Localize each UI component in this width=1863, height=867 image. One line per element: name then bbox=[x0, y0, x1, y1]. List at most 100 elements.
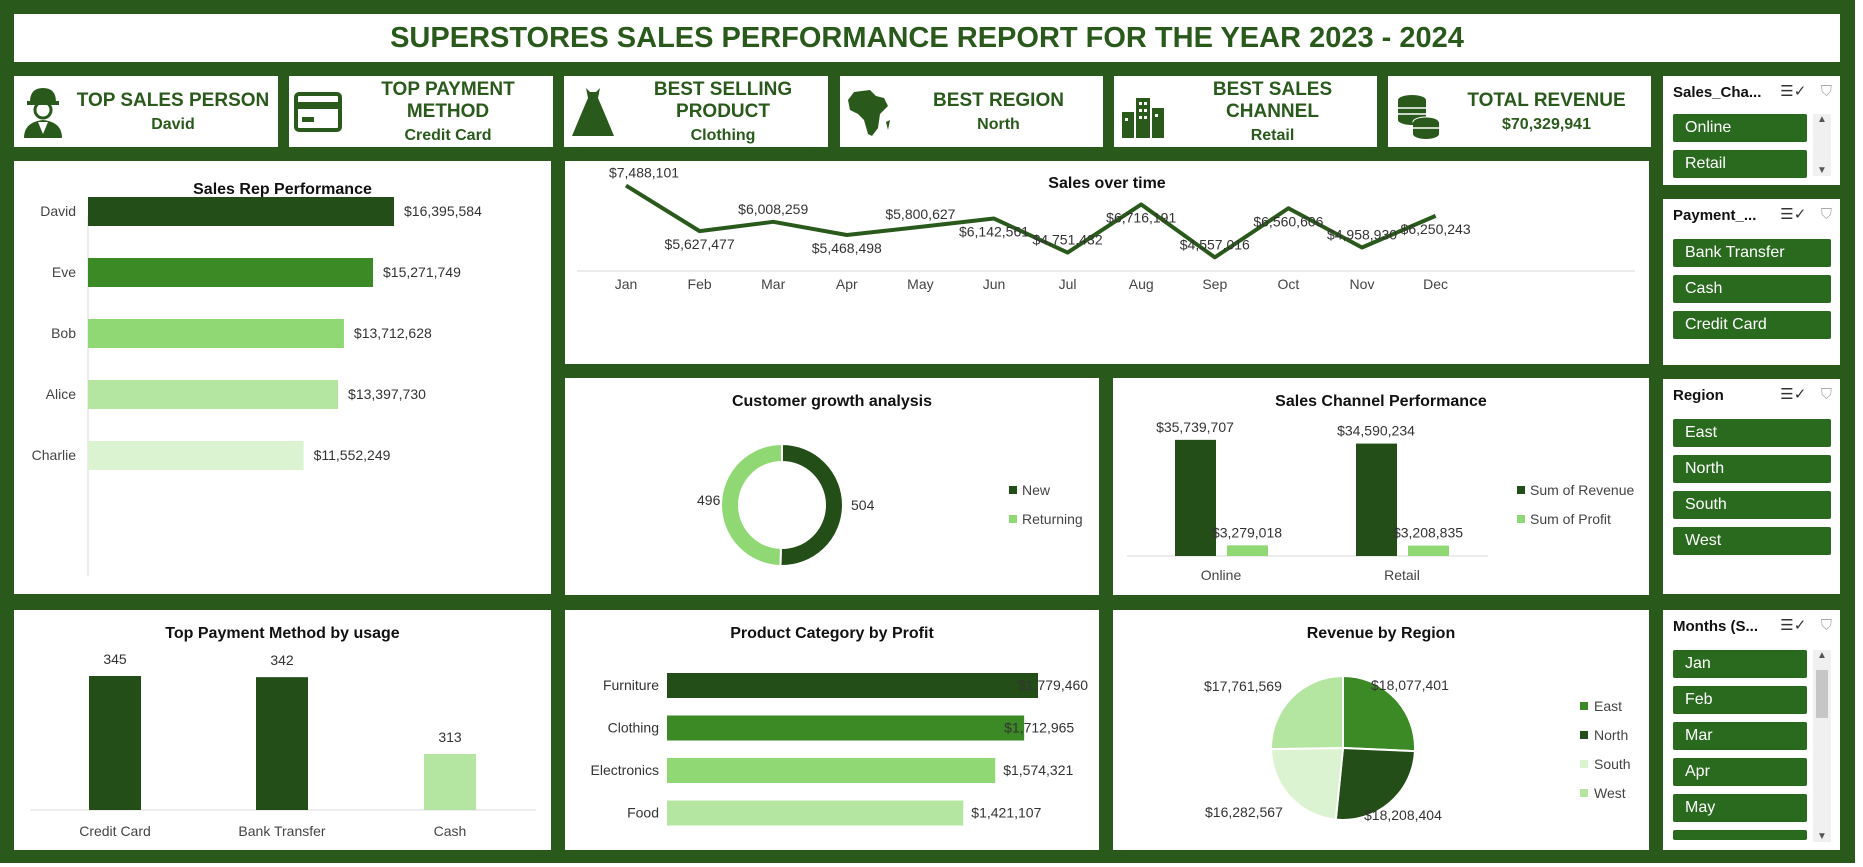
scroll-up-icon[interactable]: ▲ bbox=[1817, 114, 1827, 125]
sales-time-chart: Jan $7,488,101 Feb $5,627,477 Mar $6,008,259 A… bbox=[577, 165, 1635, 292]
bar bbox=[667, 758, 996, 783]
tick-label: Online bbox=[1201, 567, 1242, 583]
clear-filter-icon[interactable]: ⛉ bbox=[1820, 386, 1832, 403]
multi-select-icon[interactable]: ☰✓ bbox=[1780, 206, 1807, 223]
bar bbox=[1175, 439, 1216, 556]
data-label: $1,421,107 bbox=[971, 805, 1041, 821]
slicer-item-jan[interactable]: Jan bbox=[1673, 650, 1807, 678]
slicer-item-online[interactable]: Online bbox=[1673, 114, 1807, 142]
legend-label: New bbox=[1022, 482, 1051, 498]
credit-card-icon bbox=[294, 91, 342, 132]
slicer-item-east[interactable]: East bbox=[1673, 419, 1831, 447]
tick-label: Retail bbox=[1384, 567, 1420, 583]
data-label: $13,397,730 bbox=[348, 386, 426, 402]
tick-label: Alice bbox=[46, 386, 77, 402]
legend-label: North bbox=[1594, 727, 1628, 743]
legend-label: Returning bbox=[1022, 511, 1083, 527]
legend-label: East bbox=[1594, 698, 1622, 714]
slicer-region: Region ☰✓ ⛉ East North South West bbox=[1663, 379, 1840, 594]
tick-label: Aug bbox=[1129, 276, 1154, 292]
data-label: $4,958,930 bbox=[1327, 227, 1397, 243]
bar bbox=[88, 258, 374, 287]
slicer-item-west[interactable]: West bbox=[1673, 527, 1831, 555]
data-label: $1,574,321 bbox=[1003, 762, 1073, 778]
slicer-item-credit-card[interactable]: Credit Card bbox=[1673, 311, 1831, 339]
data-label: 313 bbox=[438, 729, 462, 745]
tick-label: May bbox=[907, 276, 933, 292]
slicer-title: Sales_Cha... bbox=[1673, 84, 1762, 101]
clear-filter-icon[interactable]: ⛉ bbox=[1820, 617, 1832, 634]
pie-slice bbox=[1342, 674, 1416, 753]
data-label: $1,712,965 bbox=[1004, 720, 1074, 736]
chart-title: Revenue by Region bbox=[1306, 625, 1456, 642]
kpi-best-selling-product: BEST SELLING PRODUCT Clothing bbox=[564, 76, 828, 147]
bar bbox=[89, 676, 141, 810]
data-label: $5,800,627 bbox=[885, 206, 955, 222]
channel-panel: Sales Channel Performance $35,739,707 $3,… bbox=[1113, 378, 1649, 595]
slicer-item-bank-transfer[interactable]: Bank Transfer bbox=[1673, 239, 1831, 267]
pie-slice bbox=[1270, 674, 1344, 751]
bar bbox=[667, 800, 964, 826]
chart-title: Sales Channel Performance bbox=[1275, 393, 1487, 410]
legend-swatch bbox=[1580, 760, 1588, 768]
coins-icon bbox=[1398, 94, 1440, 139]
multi-select-icon[interactable]: ☰✓ bbox=[1780, 386, 1807, 403]
tick-label: Bank Transfer bbox=[238, 823, 325, 839]
bar bbox=[1227, 545, 1268, 556]
payment-usage-chart: 345 Credit Card 342 Bank Transfer 313 Cash bbox=[30, 651, 536, 839]
slicer-item-south[interactable]: South bbox=[1673, 491, 1831, 519]
slicer-item-cash[interactable]: Cash bbox=[1673, 275, 1831, 303]
bar bbox=[256, 677, 308, 810]
data-label: $16,395,584 bbox=[404, 203, 482, 219]
tick-label: Sep bbox=[1202, 276, 1227, 292]
scroll-up-icon[interactable]: ▲ bbox=[1817, 650, 1827, 661]
slicer-item-retail[interactable]: Retail bbox=[1673, 150, 1807, 178]
category-profit-panel: Product Category by Profit Furniture $1,7… bbox=[565, 610, 1099, 850]
scroll-down-icon[interactable]: ▼ bbox=[1817, 165, 1827, 176]
clear-filter-icon[interactable]: ⛉ bbox=[1820, 206, 1832, 223]
slicer-item-apr[interactable]: Apr bbox=[1673, 758, 1807, 786]
tick-label: Credit Card bbox=[79, 823, 151, 839]
multi-select-icon[interactable]: ☰✓ bbox=[1780, 617, 1807, 634]
data-label: $6,008,259 bbox=[738, 201, 808, 217]
pie-slice bbox=[1269, 746, 1345, 821]
bar bbox=[424, 754, 476, 810]
multi-select-icon[interactable]: ☰✓ bbox=[1780, 83, 1807, 100]
kpi-value: $70,329,941 bbox=[1502, 115, 1591, 133]
scroll-thumb[interactable] bbox=[1816, 670, 1828, 718]
data-label: $5,627,477 bbox=[665, 236, 735, 252]
customer-growth-panel: Customer growth analysis 504 496 New Return… bbox=[565, 378, 1099, 595]
data-label: $1,779,460 bbox=[1018, 677, 1088, 693]
report-title-bar: SUPERSTORES SALES PERFORMANCE REPORT FOR… bbox=[14, 14, 1840, 62]
chart-title: Customer growth analysis bbox=[731, 393, 933, 410]
bar bbox=[88, 197, 394, 226]
tick-label: Eve bbox=[52, 264, 76, 280]
legend-label: Sum of Revenue bbox=[1530, 482, 1634, 498]
slicer-item-may[interactable]: May bbox=[1673, 794, 1807, 822]
buildings-icon bbox=[1122, 97, 1164, 138]
report-title: SUPERSTORES SALES PERFORMANCE REPORT FOR… bbox=[390, 21, 1464, 54]
slicer-item-partial[interactable] bbox=[1673, 830, 1807, 840]
slicer-scrollbar[interactable]: ▲ ▼ bbox=[1813, 114, 1831, 176]
data-label: 496 bbox=[697, 492, 721, 508]
slicer-item-north[interactable]: North bbox=[1673, 455, 1831, 483]
scroll-down-icon[interactable]: ▼ bbox=[1817, 831, 1827, 842]
tick-label: Food bbox=[627, 805, 659, 821]
slicer-item-feb[interactable]: Feb bbox=[1673, 686, 1807, 714]
data-label: $6,142,561 bbox=[959, 224, 1029, 240]
tick-label: Mar bbox=[761, 276, 785, 292]
slicer-scrollbar[interactable]: ▲ ▼ bbox=[1813, 650, 1831, 842]
tick-label: Jan bbox=[615, 276, 638, 292]
clear-filter-icon[interactable]: ⛉ bbox=[1820, 83, 1832, 100]
africa-map-icon bbox=[848, 89, 890, 136]
tick-label: Feb bbox=[688, 276, 712, 292]
slicer-item-mar[interactable]: Mar bbox=[1673, 722, 1807, 750]
bar bbox=[88, 380, 339, 409]
kpi-value: Clothing bbox=[690, 126, 756, 144]
donut-slice bbox=[779, 442, 844, 567]
data-label: $34,590,234 bbox=[1337, 423, 1415, 439]
data-label: $4,557,016 bbox=[1180, 236, 1250, 252]
data-label: $6,560,606 bbox=[1253, 213, 1323, 229]
data-label: $11,552,249 bbox=[314, 447, 391, 463]
